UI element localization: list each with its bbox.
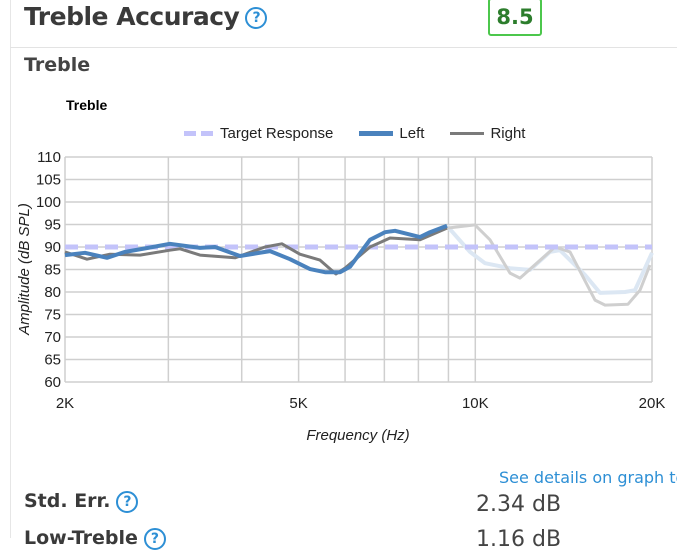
y-tick-label: 95: [44, 217, 61, 234]
series-right: [64, 226, 448, 276]
metric-label-text: Std. Err.: [24, 490, 111, 512]
section-title: Treble: [24, 54, 91, 76]
y-tick-label: 110: [37, 149, 61, 166]
series-left: [64, 223, 448, 275]
metric-label-text: Low-Treble: [24, 527, 138, 549]
metric-value-low-treble: 1.16 dB: [476, 527, 562, 552]
title-text: Treble Accuracy: [24, 2, 240, 31]
y-tick-label: 60: [44, 374, 61, 391]
series-right-faded: [446, 223, 652, 307]
x-tick-label: 5K: [289, 395, 307, 412]
y-tick-label: 75: [44, 307, 61, 324]
y-tick-label: 70: [44, 329, 61, 346]
y-axis-label: Amplitude (dB SPL): [16, 203, 33, 336]
y-tick-label: 85: [44, 262, 61, 279]
y-tick-label: 100: [36, 194, 61, 211]
divider: [10, 47, 677, 48]
x-tick-label: 10K: [462, 395, 489, 412]
legend-swatch-left: [359, 131, 394, 136]
legend-label: Left: [399, 125, 425, 142]
y-tick-label: 105: [36, 172, 61, 189]
help-icon[interactable]: ?: [245, 7, 268, 29]
chart-title: Treble: [66, 97, 108, 113]
chart-svg: 60 65 70 75 80 85 90 95 100 105 110 2K 5K 10K 20K Freq…: [16, 149, 666, 444]
page-title: Treble Accuracy?: [24, 2, 268, 31]
score-badge: 8.5: [488, 0, 542, 36]
help-icon[interactable]: ?: [116, 490, 139, 513]
y-tick-label: 65: [44, 352, 61, 369]
legend-right[interactable]: Right: [450, 125, 525, 142]
x-axis-label: Frequency (Hz): [306, 427, 409, 444]
x-tick-label: 20K: [639, 395, 666, 412]
legend-swatch-target: [184, 131, 214, 136]
legend-target[interactable]: Target Response: [184, 125, 333, 142]
chart-legend: Target Response Left Right: [184, 125, 551, 142]
metric-label-std-err: Std. Err.?: [24, 490, 139, 513]
legend-label: Right: [490, 125, 526, 142]
legend-left[interactable]: Left: [359, 125, 424, 142]
x-tick-label: 2K: [56, 395, 74, 412]
y-tick-label: 80: [44, 284, 61, 301]
graph-tool-link[interactable]: See details on graph tool: [499, 468, 677, 487]
metric-value-std-err: 2.34 dB: [476, 492, 562, 517]
metric-label-low-treble: Low-Treble?: [24, 527, 166, 550]
panel-border: [10, 0, 11, 538]
y-tick-label: 90: [44, 239, 61, 256]
legend-swatch-right: [450, 132, 485, 135]
legend-label: Target Response: [220, 125, 334, 142]
series-left-faded: [445, 224, 654, 295]
help-icon[interactable]: ?: [143, 527, 166, 550]
